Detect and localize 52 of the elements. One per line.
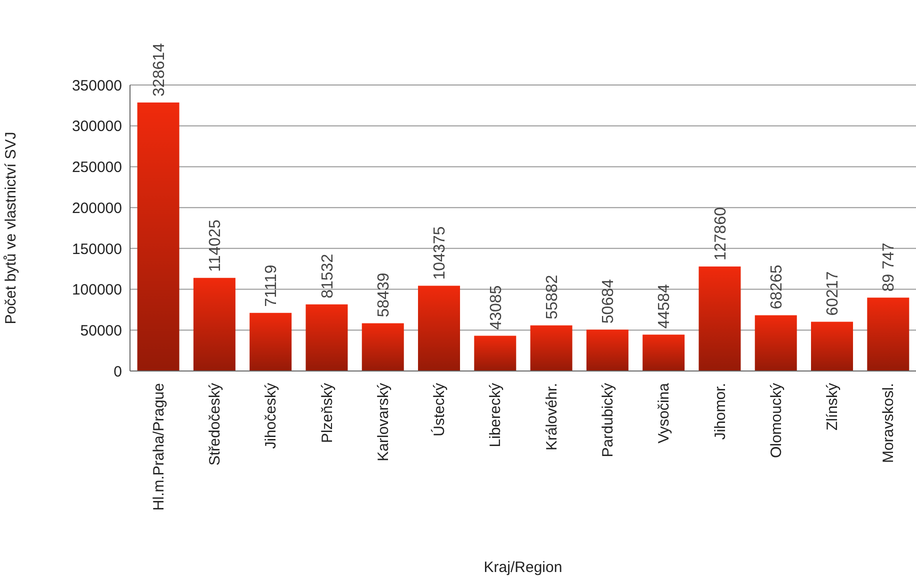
bar [362, 323, 404, 371]
y-tick-label: 350000 [72, 77, 122, 94]
y-tick-label: 150000 [72, 240, 122, 258]
bar [586, 330, 628, 371]
x-tick-label: Ústecký [430, 382, 448, 436]
bar [137, 102, 180, 371]
x-tick-label: Liberecký [487, 382, 504, 448]
data-label: 81532 [319, 254, 336, 298]
y-axis-title: Počet bytů ve vlastnictví SVJ [2, 132, 20, 324]
y-tick-label: 0 [114, 363, 122, 380]
data-label: 104375 [432, 226, 449, 280]
x-tick-label: Královéhr. [543, 383, 560, 451]
x-tick-label: Středočeský [206, 382, 224, 466]
bar [418, 286, 460, 371]
data-label: 89 747 [880, 242, 898, 292]
x-tick-label: Vysočina [656, 382, 673, 444]
x-tick-label: Hl.m.Praha/Prague [150, 383, 168, 511]
y-tick-label: 100000 [72, 282, 122, 299]
bar [250, 312, 292, 371]
x-tick-label: Plzeňský [318, 382, 336, 444]
data-label: 60217 [824, 271, 842, 316]
y-tick-label: 250000 [72, 159, 122, 176]
bar [754, 315, 797, 371]
x-tick-label: Karlovarský [374, 382, 392, 462]
bar [698, 266, 741, 371]
x-tick-label: Pardubický [599, 382, 616, 458]
data-label: 68265 [768, 264, 786, 310]
bar [811, 322, 854, 371]
bar [306, 304, 348, 371]
x-tick-label: Moravskosl. [880, 383, 898, 464]
data-label: 58439 [375, 272, 392, 318]
bar [642, 334, 685, 371]
y-tick-label: 50000 [80, 322, 122, 340]
x-tick-label: Zlínský [824, 382, 842, 431]
x-axis-title: Kraj/Region [484, 559, 562, 576]
x-tick-label: Olomoucký [768, 382, 785, 458]
data-label: 50684 [600, 278, 618, 324]
data-label: 127860 [712, 207, 730, 261]
bar [193, 278, 236, 371]
data-label: 328614 [150, 42, 168, 96]
x-tick-label: Jihomor. [712, 383, 729, 440]
data-label: 71119 [263, 264, 280, 307]
bar [530, 325, 572, 371]
x-tick-label: Jihočeský [262, 382, 280, 449]
bar [867, 298, 910, 371]
data-label: 55882 [544, 274, 561, 320]
data-label: 114025 [207, 220, 224, 272]
bar [474, 336, 516, 371]
data-label: 43085 [488, 285, 505, 330]
y-tick-label: 200000 [72, 200, 122, 217]
y-tick-label: 300000 [72, 118, 122, 136]
data-label: 44584 [656, 284, 674, 329]
